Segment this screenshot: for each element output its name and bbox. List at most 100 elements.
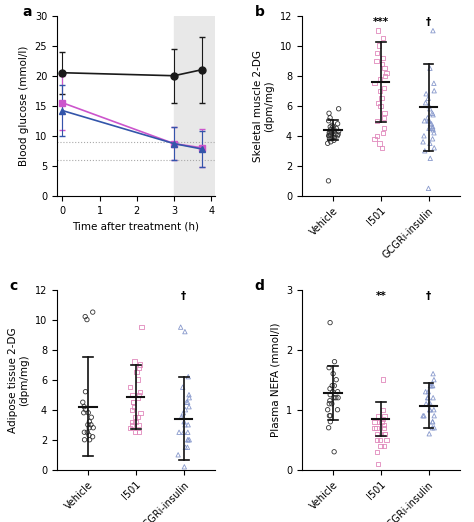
- Point: [326, 385, 334, 393]
- Text: **: **: [375, 291, 386, 301]
- Point: [425, 387, 432, 396]
- Point: [325, 363, 333, 372]
- Point: [420, 411, 428, 420]
- Text: d: d: [255, 279, 264, 293]
- Point: [185, 394, 193, 402]
- Point: [128, 418, 136, 426]
- Point: [83, 315, 91, 324]
- Point: [374, 459, 382, 468]
- Point: [81, 435, 88, 444]
- Point: [327, 123, 334, 131]
- Point: [330, 127, 338, 136]
- Point: [181, 462, 188, 471]
- Point: [133, 368, 140, 376]
- Point: [325, 132, 333, 140]
- Point: [427, 120, 434, 128]
- Text: †: †: [181, 291, 186, 301]
- Point: [331, 358, 338, 366]
- Point: [328, 399, 336, 408]
- Point: [429, 135, 437, 143]
- Point: [374, 99, 382, 107]
- Point: [376, 435, 383, 444]
- Point: [132, 418, 139, 426]
- Text: †: †: [426, 291, 431, 301]
- Point: [424, 94, 432, 102]
- Point: [184, 398, 191, 407]
- Point: [138, 323, 146, 331]
- Point: [326, 397, 334, 405]
- Point: [426, 430, 433, 438]
- Point: [180, 428, 187, 436]
- Point: [380, 84, 388, 92]
- Point: [377, 102, 384, 110]
- Text: b: b: [255, 5, 264, 19]
- Point: [428, 382, 435, 390]
- Point: [86, 435, 93, 444]
- Point: [83, 428, 91, 436]
- Point: [374, 116, 381, 125]
- Point: [131, 413, 139, 421]
- Point: [380, 114, 388, 122]
- Point: [371, 135, 378, 143]
- Point: [134, 413, 141, 421]
- Point: [84, 421, 91, 429]
- Point: [382, 430, 389, 438]
- Point: [326, 114, 334, 122]
- Point: [136, 390, 143, 399]
- Text: †: †: [426, 17, 431, 28]
- Point: [427, 399, 434, 408]
- X-axis label: Time after treatment (h): Time after treatment (h): [73, 221, 200, 231]
- Point: [90, 423, 97, 432]
- Point: [429, 418, 437, 426]
- Point: [429, 126, 437, 134]
- Point: [375, 42, 383, 50]
- Point: [373, 423, 381, 432]
- Point: [426, 116, 433, 125]
- Point: [130, 402, 137, 411]
- Point: [184, 435, 191, 444]
- Point: [419, 138, 427, 146]
- Point: [424, 394, 432, 402]
- Bar: [174, 16, 215, 196]
- Point: [325, 132, 333, 140]
- Point: [329, 387, 337, 396]
- Point: [182, 398, 190, 407]
- Point: [330, 394, 337, 402]
- Point: [326, 411, 333, 420]
- Point: [328, 382, 336, 390]
- Point: [137, 409, 144, 417]
- Point: [174, 450, 182, 459]
- Point: [329, 123, 337, 131]
- Point: [135, 363, 143, 372]
- Point: [373, 56, 381, 65]
- Point: [184, 443, 191, 452]
- Point: [429, 27, 437, 35]
- Point: [324, 139, 331, 148]
- Point: [177, 413, 185, 421]
- Point: [129, 398, 137, 407]
- Point: [184, 373, 192, 381]
- Point: [326, 399, 333, 408]
- Point: [374, 435, 381, 444]
- Point: [374, 447, 381, 456]
- Point: [430, 87, 438, 95]
- Point: [330, 126, 338, 134]
- Point: [428, 109, 436, 117]
- Point: [427, 382, 434, 390]
- Point: [326, 135, 333, 143]
- Point: [89, 308, 97, 316]
- Point: [332, 375, 340, 384]
- Point: [379, 128, 387, 137]
- Point: [377, 442, 384, 450]
- Point: [422, 99, 429, 107]
- Point: [181, 327, 189, 336]
- Point: [379, 414, 387, 423]
- Point: [85, 423, 93, 432]
- Point: [429, 418, 437, 426]
- Point: [327, 418, 334, 426]
- Point: [128, 421, 136, 429]
- Point: [329, 133, 337, 141]
- Point: [335, 127, 343, 136]
- Point: [184, 421, 192, 429]
- Point: [334, 406, 341, 414]
